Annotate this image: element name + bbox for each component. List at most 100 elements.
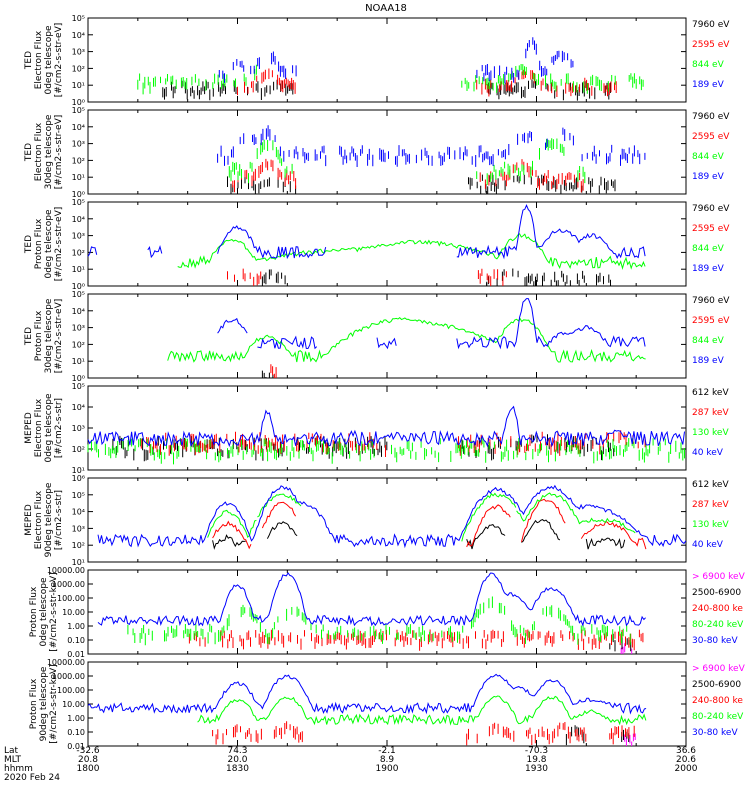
series-844-eV: [167, 317, 646, 363]
series-sticks: [458, 430, 646, 456]
y-axis-label-line: Electron Flux: [34, 30, 44, 89]
y-axis-label-line: TED: [24, 327, 34, 346]
plot-title: NOAA18: [365, 3, 407, 14]
series-612-keV: [212, 519, 626, 550]
panel-frame: [87, 477, 687, 563]
legend-entry: 30-80 keV: [692, 636, 738, 646]
axis-row-label: hhmm: [4, 764, 33, 774]
legend-entry: 7960 eV: [692, 112, 730, 122]
y-axis-label-line: [#/cm2-s-str]: [54, 490, 64, 550]
series-2595-eV: [270, 364, 277, 378]
series-sticks: [476, 69, 617, 97]
y-axis-label-line: [#/cm2-s-str-keV]: [49, 664, 59, 743]
y-tick-label: 0.01: [67, 650, 85, 659]
series-line: [87, 673, 647, 715]
series-189-eV: [218, 37, 574, 84]
series-130-keV: [207, 492, 636, 542]
series-sticks: [228, 139, 293, 184]
series-sticks: [227, 268, 262, 286]
y-tick-label: 10⁵: [72, 382, 85, 391]
series-sticks: [261, 269, 286, 286]
legend-entry: 30-80 keV: [692, 728, 738, 738]
series-189-eV: [217, 125, 646, 167]
series-sticks: [476, 37, 574, 84]
series-80-240-keV: [127, 596, 631, 646]
series-287-keV: [140, 430, 646, 457]
legend-entry: 189 eV: [692, 172, 725, 182]
series-line: [217, 317, 248, 334]
series-2595-eV: [227, 268, 507, 286]
legend-entry: > 6900 keV: [692, 664, 746, 674]
series-line: [212, 534, 246, 550]
y-axis-label-line: 0deg telescope: [44, 393, 54, 463]
axis-row-value: 1800: [77, 764, 100, 774]
series-2595-eV: [232, 158, 584, 193]
y-axis-label-line: [#/cm2-s-str-keV]: [49, 572, 59, 651]
series-sticks: [476, 138, 586, 185]
y-axis-label-line: [#/cm2-s-str-eV]: [54, 299, 64, 374]
y-tick-label: 10⁴: [72, 508, 85, 517]
series-sticks: [621, 729, 630, 742]
y-tick-label: 10⁰: [72, 190, 85, 199]
y-axis-label-line: 30deg telescope: [44, 298, 54, 373]
y-axis-label-line: MEPED: [24, 412, 34, 444]
y-tick-label: 10.00: [62, 700, 85, 709]
y-tick-label: 10⁰: [72, 374, 85, 383]
series-sticks: [609, 725, 635, 745]
legend-entry: 612 keV: [692, 388, 729, 398]
panel-frame: [87, 661, 687, 747]
y-tick-label: 100.00: [57, 594, 85, 603]
y-tick-label: 10³: [72, 524, 85, 533]
series-30-80-keV: [97, 572, 646, 627]
legend-entry: 2595 eV: [692, 132, 730, 142]
series-sticks: [188, 629, 644, 651]
axis-row-value: 74.3: [227, 746, 247, 756]
y-axis-label-line: Electron Flux: [34, 490, 44, 549]
y-tick-label: 10⁰: [72, 282, 85, 291]
series-line: [197, 695, 647, 726]
series-line: [266, 521, 298, 539]
y-tick-label: 10⁵: [72, 14, 85, 23]
series-line: [87, 246, 98, 257]
axis-row-value: 1930: [525, 764, 548, 774]
axis-row-value: 20.8: [78, 755, 98, 765]
series-sticks: [486, 268, 611, 286]
y-tick-label: 10⁴: [72, 31, 85, 40]
series-line: [466, 504, 511, 548]
series-line: [261, 501, 297, 529]
y-tick-label: 10⁵: [72, 106, 85, 115]
y-tick-label: 10⁴: [72, 403, 85, 412]
legend-entry: 189 eV: [692, 264, 725, 274]
axis-row-value: 20.0: [227, 755, 247, 765]
y-axis-label-line: Proton Flux: [29, 586, 39, 637]
y-tick-label: 10²: [72, 248, 85, 257]
y-tick-label: 10²: [72, 541, 85, 550]
y-tick-label: 10⁶: [72, 474, 85, 483]
series-line: [97, 572, 646, 627]
y-tick-label: 10⁵: [72, 198, 85, 207]
axis-row-value: 8.9: [380, 755, 395, 765]
y-axis-label-line: TED: [24, 51, 34, 70]
y-tick-label: 1.00: [67, 714, 85, 723]
legend-entry: 189 eV: [692, 356, 725, 366]
series-80-240-keV: [197, 695, 647, 726]
y-tick-label: 10.00: [62, 608, 85, 617]
y-tick-label: 10⁴: [72, 307, 85, 316]
legend-entry: > 6900 keV: [692, 572, 746, 582]
axis-row-value: 20.6: [676, 755, 696, 765]
legend-entry: 844 eV: [692, 60, 725, 70]
axis-row-value: -2.1: [378, 746, 396, 756]
series-line: [461, 492, 517, 542]
series-line: [257, 493, 302, 518]
series-7960-eV: [261, 370, 274, 378]
axis-row-value: -70.3: [525, 746, 548, 756]
series-sticks: [218, 51, 297, 83]
series-line: [376, 337, 397, 350]
legend-entry: 40 keV: [692, 540, 724, 550]
y-tick-label: 100.00: [57, 686, 85, 695]
series-40-keV: [97, 484, 687, 549]
y-tick-label: 10³: [72, 324, 85, 333]
y-tick-label: 0.01: [67, 742, 85, 751]
series-sticks: [270, 364, 277, 378]
